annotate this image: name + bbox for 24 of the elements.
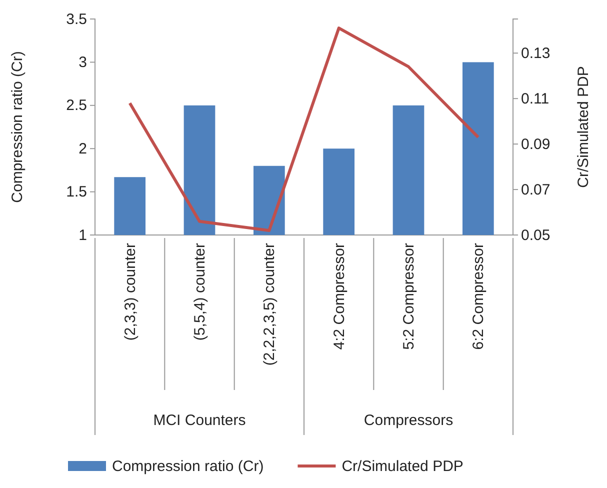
x-tick-label: (2,3,3) counter	[122, 243, 139, 341]
y2-tick-label: 0.11	[521, 90, 550, 108]
y-tick-label: 1	[78, 226, 87, 244]
x-tick-label: 6:2 Compressor	[470, 243, 488, 350]
x-tick-label: (5,5,4) counter	[192, 243, 208, 341]
line-series	[128, 26, 480, 232]
y2-tick-label: 0.13	[521, 44, 550, 62]
y-tick-label: 3.5	[66, 10, 87, 28]
y2-axis-title: Cr/Simulated PDP	[575, 66, 592, 188]
x-tick-label: 5:2 Compressor	[400, 243, 418, 350]
x-tick-label: (2,2,2,3,5) counter	[261, 243, 278, 366]
y-tick-label: 2.5	[66, 97, 87, 114]
text: Compressors	[364, 412, 454, 429]
y2-tick-label: 0.05	[521, 226, 550, 244]
y2-tick-label: 0.09	[521, 136, 550, 153]
legend-label: Compression ratio (Cr)	[112, 458, 264, 475]
legend-label: Cr/Simulated PDP	[342, 458, 464, 475]
y-tick-label: 2	[78, 140, 87, 158]
y-tick-label: 1.5	[66, 184, 87, 201]
y-axis-title: Compression ratio (Cr)	[9, 51, 26, 203]
x-tick-label: 4:2 Compressor	[330, 243, 348, 350]
text: MCI Counters	[153, 412, 246, 429]
y2-tick-label: 0.07	[521, 181, 550, 198]
y-tick-label: 3	[78, 54, 87, 71]
